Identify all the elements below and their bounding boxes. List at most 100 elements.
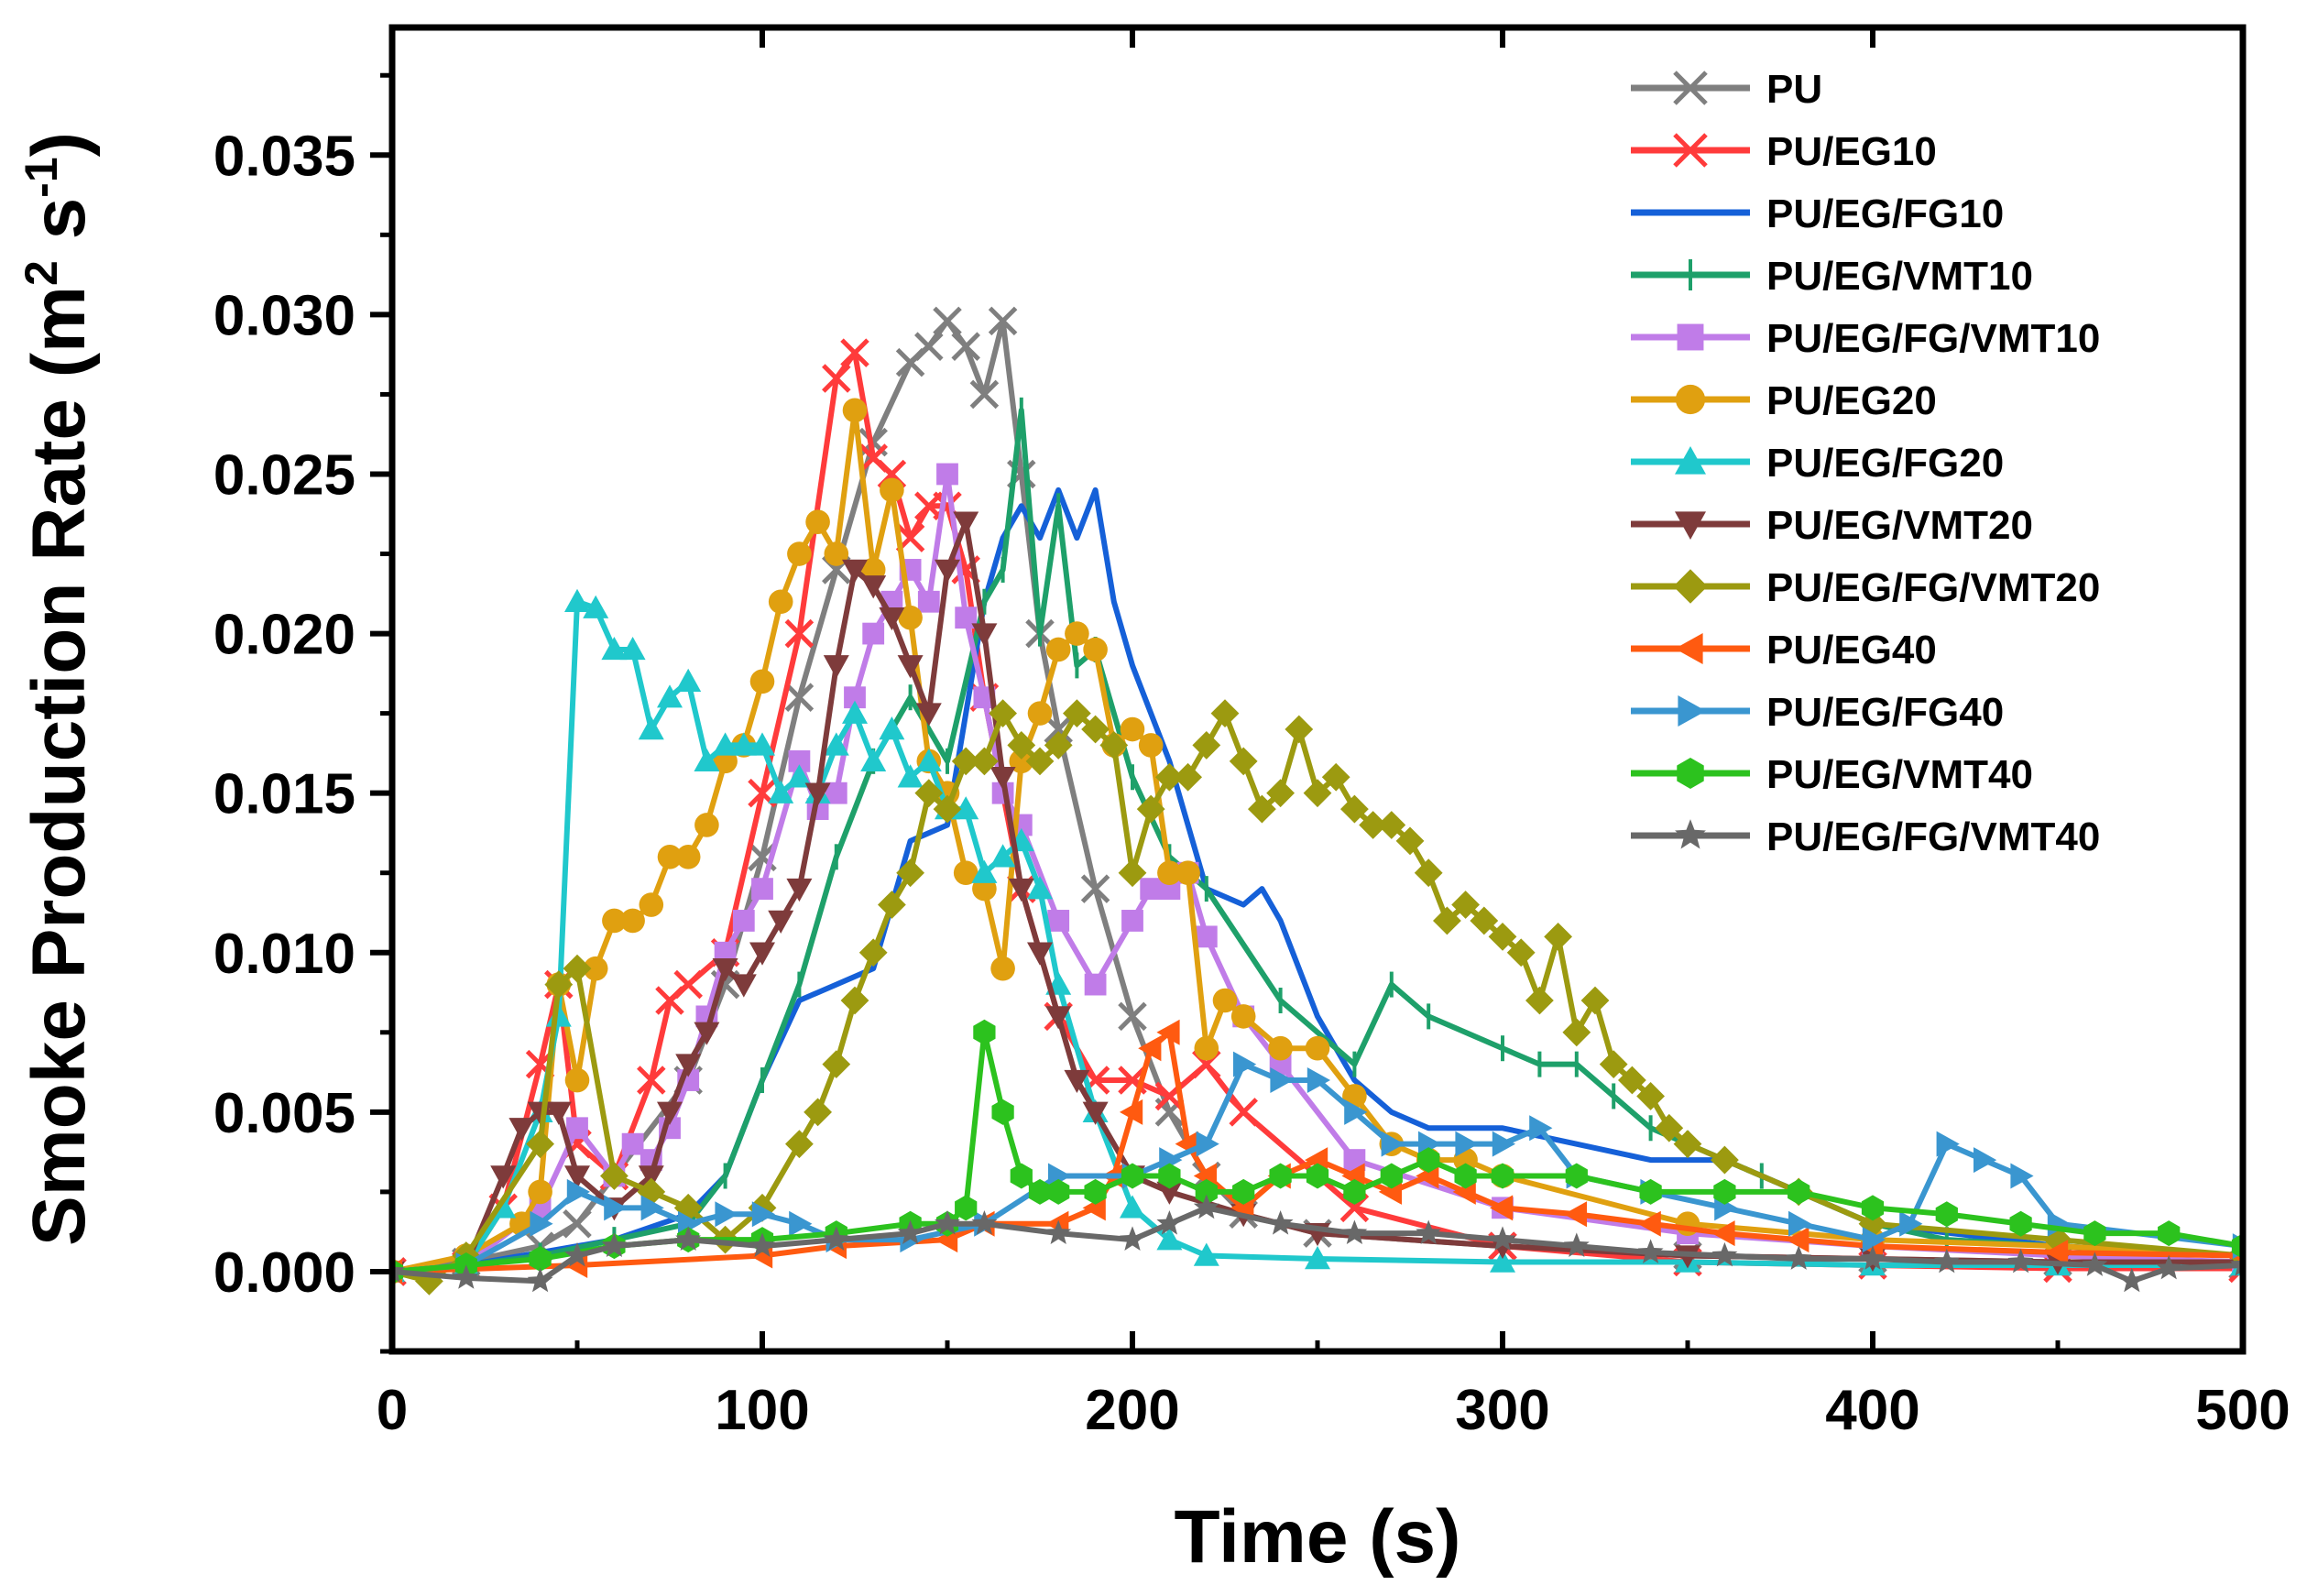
data-point-10-23 [1455,1131,1479,1157]
data-point-8-47 [1451,891,1480,919]
data-point-8-38 [1285,715,1314,744]
data-point-7-32 [1082,1101,1109,1125]
data-point-7-6 [564,1165,590,1189]
data-point-8-27 [1081,715,1110,744]
data-point-6-24 [915,748,942,772]
legend-label: PU/EG/FG20 [1766,441,2004,486]
data-point-8-6 [600,1162,629,1190]
legend-marker [1675,511,1706,540]
data-point-8-7 [637,1177,666,1207]
legend-label: PU/EG/FG/VMT40 [1766,814,2100,859]
data-point-5-18 [805,509,830,534]
legend-label: PU/EG/FG40 [1766,690,2004,735]
data-point-6-34 [1156,1227,1183,1251]
data-point-11-19 [1232,1178,1255,1205]
data-point-7-13 [730,974,757,998]
data-point-6-12 [694,748,720,772]
data-point-8-40 [1321,762,1350,792]
data-point-8-4 [544,970,574,999]
data-point-10-5 [640,1195,664,1221]
data-point-6-20 [842,700,868,724]
data-point-10-20 [1344,1099,1368,1125]
legend-label: PU/EG/VMT40 [1766,752,2033,797]
legend-label: PU/EG20 [1766,378,1937,423]
y-tick-label: 0.005 [213,1082,355,1145]
data-point-8-50 [1506,938,1536,967]
data-point-7-26 [971,623,998,647]
data-point-10-32 [1936,1131,1960,1157]
legend-item-7: PU/EG/VMT20 [1631,503,2033,548]
data-point-5-42 [1268,1035,1293,1061]
data-point-4-21 [936,463,958,486]
data-point-11-35 [2158,1220,2181,1247]
legend-item-8: PU/EG/FG/VMT20 [1631,565,2100,610]
y-tick-label: 0.035 [213,125,355,188]
series-6 [392,588,2243,1283]
data-point-7-15 [768,910,794,934]
data-point-11-18 [1195,1178,1218,1205]
legend-marker [1673,71,1708,105]
y-axis-title-sup1: 2 [16,260,67,286]
data-point-12-1 [453,1264,479,1289]
legend-item-1: PU/EG10 [1631,129,1937,174]
y-tick-label: 0.030 [213,284,355,347]
data-point-4-16 [844,686,866,709]
data-point-7-27 [989,767,1016,791]
data-point-9-23 [1637,1210,1661,1237]
data-point-8-42 [1359,811,1387,839]
data-point-5-41 [1230,1004,1256,1029]
data-point-6-26 [953,796,979,820]
data-point-10-9 [789,1210,813,1237]
data-point-8-5 [563,954,592,983]
x-tick-label: 200 [1085,1379,1179,1442]
data-point-10-7 [715,1201,738,1228]
data-point-7-16 [786,878,813,902]
data-point-8-48 [1470,906,1499,935]
data-point-4-35 [1343,1149,1366,1171]
data-point-8-34 [1210,699,1240,728]
data-point-11-33 [2009,1210,2032,1237]
data-point-10-31 [1899,1210,1923,1237]
data-point-8-23 [1007,731,1036,760]
data-point-5-33 [1083,637,1108,662]
legend-marker [1675,819,1706,849]
data-point-12-3 [564,1241,590,1267]
data-point-12-25 [2007,1248,2034,1274]
data-point-8-31 [1155,762,1184,792]
data-point-5-35 [1120,716,1145,742]
data-point-7-29 [1027,942,1053,966]
legend-label: PU/EG40 [1766,628,1937,672]
data-point-12-19 [1563,1232,1590,1257]
legend-marker [1675,446,1706,475]
data-point-8-26 [1063,699,1091,728]
data-point-1-9 [673,969,703,1000]
data-point-7-11 [694,1022,720,1045]
y-axis-title-suffix: ) [17,132,101,157]
data-point-8-56 [1618,1066,1646,1095]
legend-item-3: PU/EG/VMT10 [1631,254,2033,299]
legend-label: PU/EG/VMT20 [1766,503,2033,548]
legend-label: PU/EG/VMT10 [1766,254,2033,299]
data-point-11-25 [1454,1163,1477,1189]
data-point-5-38 [1175,860,1200,886]
y-axis-title-sup2: -1 [16,157,67,197]
y-axis-title-mid: s [17,198,101,260]
series-8 [392,699,2243,1295]
data-point-11-23 [1380,1163,1403,1189]
data-point-11-30 [1788,1178,1810,1205]
data-point-7-2 [490,1165,517,1189]
data-point-8-33 [1192,731,1221,760]
data-point-12-23 [1860,1245,1886,1270]
data-point-8-49 [1488,922,1517,951]
data-point-10-17 [1233,1051,1257,1077]
data-point-8-11 [785,1130,814,1159]
data-point-6-16 [768,780,794,803]
data-point-8-55 [1599,1050,1628,1079]
data-point-8-25 [1044,731,1073,760]
data-point-10-8 [751,1201,775,1228]
legend-label: PU/EG/FG10 [1766,191,2004,236]
data-point-7-10 [675,1054,702,1077]
x-tick-label: 400 [1825,1379,1919,1442]
series-10 [392,1051,2243,1279]
